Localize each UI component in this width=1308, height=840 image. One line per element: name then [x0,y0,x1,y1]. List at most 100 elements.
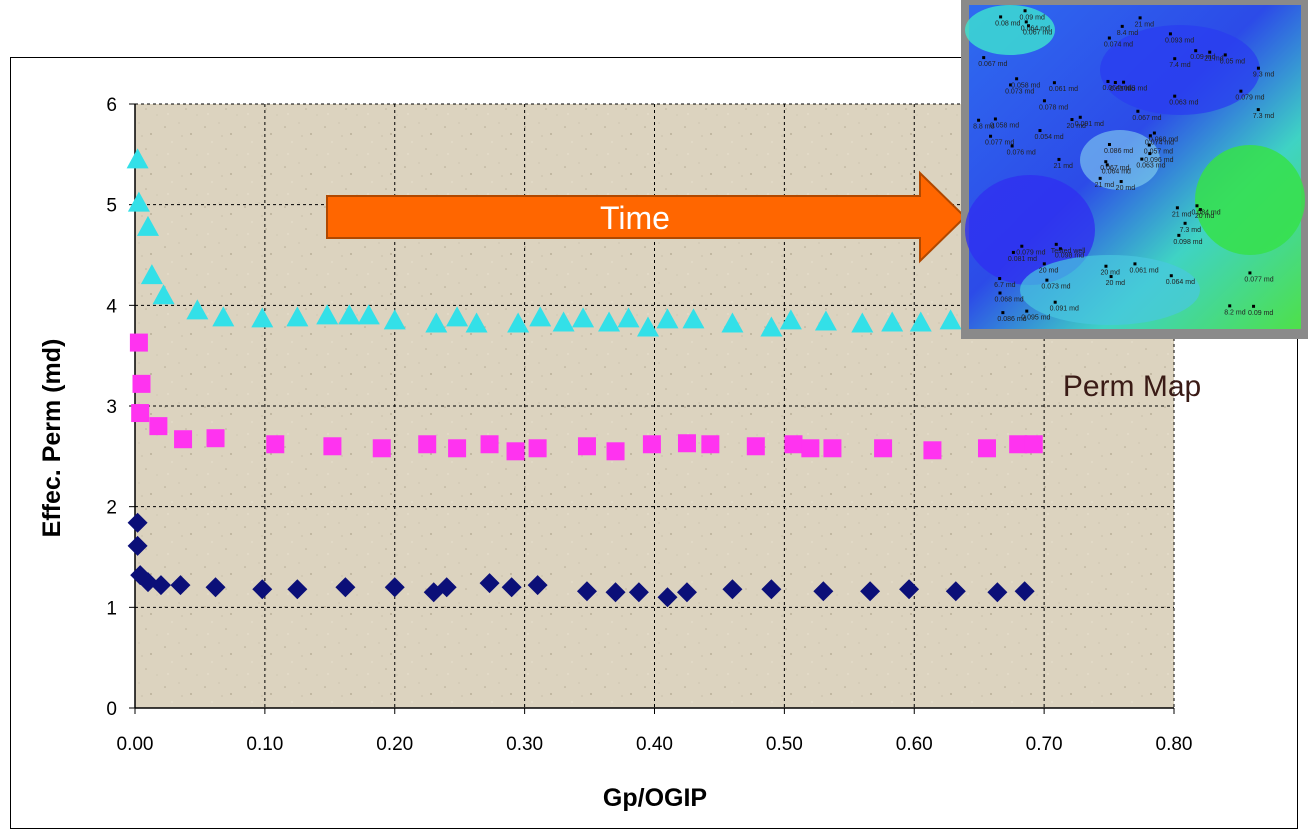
x-tick-label: 0.80 [1156,734,1193,755]
data-point-diamond [860,581,881,602]
y-tick-label: 0 [106,699,117,720]
data-point-diamond [479,573,500,594]
data-point-diamond [657,587,678,608]
well-label: 7.3 md [1253,113,1275,120]
data-point-square [418,435,437,454]
well-label: 0.067 md [1100,165,1129,172]
well-label: 0.063 md [1136,163,1165,170]
well-label: 0.077 md [985,140,1014,147]
well-marker [1078,115,1082,119]
data-point-square [923,441,942,460]
data-point-square [129,333,148,352]
data-point-square [528,439,547,458]
well-label: 0.078 md [1039,104,1068,111]
data-point-square [1024,435,1043,454]
well-marker [1119,180,1123,184]
well-marker [998,277,1002,281]
well-marker [1052,81,1056,85]
well-label: 0.084 md [1191,209,1220,216]
well-label: 20 md [1116,185,1136,192]
well-label: 20 md [1106,280,1126,287]
data-point-triangle [598,311,621,332]
well-marker [1057,157,1061,161]
data-point-triangle [338,304,361,325]
well-label: 0.073 md [1005,88,1034,95]
well-label: 0.093 md [1165,37,1194,44]
well-marker [1122,80,1126,84]
well-marker [1020,244,1024,248]
data-point-triangle [909,311,932,332]
x-tick-label: 0.50 [766,734,803,755]
perm-map-cyan-region [965,5,1055,55]
well-marker [1173,94,1177,98]
x-tick-label: 0.40 [636,734,673,755]
data-point-triangle [939,309,962,330]
well-label: 9.3 md [1253,72,1275,79]
data-point-diamond [945,581,966,602]
y-tick-label: 6 [106,95,117,116]
data-point-square [323,437,342,456]
data-point-triangle [126,148,149,169]
x-tick-label: 0.20 [376,734,413,755]
well-marker [1024,20,1028,24]
well-label: 21 md [1135,21,1155,28]
x-axis-ticks: 0.00 0.10 0.20 0.30 0.40 0.50 0.60 0.70 0.80 [117,708,1193,755]
data-point-triangle [760,316,783,337]
data-point-diamond [722,579,743,600]
x-tick-label: 0.10 [246,734,283,755]
x-tick-label: 0.70 [1026,734,1063,755]
series-triangle [126,148,962,337]
well-label: 0.09 md [1190,54,1215,61]
well-marker [1148,152,1152,156]
well-label: 0.061 md [1049,86,1078,93]
well-marker [993,117,997,121]
well-marker [1148,134,1152,138]
data-point-triangle [721,312,744,333]
data-point-triangle [465,312,488,333]
well-label: 0.068 md [994,297,1023,304]
well-marker [1010,144,1014,148]
well-marker [1058,247,1062,251]
data-point-diamond [287,579,308,600]
data-point-triangle [357,304,380,325]
well-label: 7.3 md [1180,227,1202,234]
well-label: 0.074 md [1145,139,1174,146]
data-point-diamond [501,577,522,598]
well-label: 21 md [1204,56,1224,63]
y-tick-label: 4 [106,296,117,317]
well-marker [1105,163,1109,167]
data-point-triangle [446,306,469,327]
well-label: 8.4 md [1117,30,1139,37]
data-point-triangle [682,308,705,329]
data-point-square [131,404,150,423]
well-marker [1042,262,1046,266]
perm-map-labels: 20 md 0.073 md 0.064 md 6.7 md 0.074 md 0.098… [973,9,1274,323]
data-point-square [174,430,193,449]
well-label: 0.067 md [978,61,1007,68]
data-point-triangle [127,191,150,212]
well-label: 0.091 md [1075,121,1104,128]
data-point-triangle [425,312,448,333]
y-axis-title: Effec. Perm (md) [38,339,66,538]
well-label: 0.064 md [1102,85,1131,92]
well-marker [1183,221,1187,225]
well-marker [1136,109,1140,113]
data-point-triangle [529,306,552,327]
well-label: 6.7 md [994,282,1016,289]
well-marker [1256,108,1260,112]
well-marker [1168,32,1172,36]
well-label: 0.081 md [1008,256,1037,263]
series-square [129,333,1043,461]
data-point-square [977,439,996,458]
data-point-diamond [605,582,626,603]
y-axis-ticks: 0 1 2 3 4 5 6 [106,95,135,720]
data-point-diamond [335,577,356,598]
series-diamond [127,512,1035,608]
well-marker [1113,80,1117,84]
data-point-triangle [507,312,530,333]
data-point-square [642,435,661,454]
data-point-diamond [170,575,191,596]
x-tick-label: 0.60 [896,734,933,755]
x-axis-title: Gp/OGIP [603,784,707,812]
well-marker [1169,274,1173,278]
